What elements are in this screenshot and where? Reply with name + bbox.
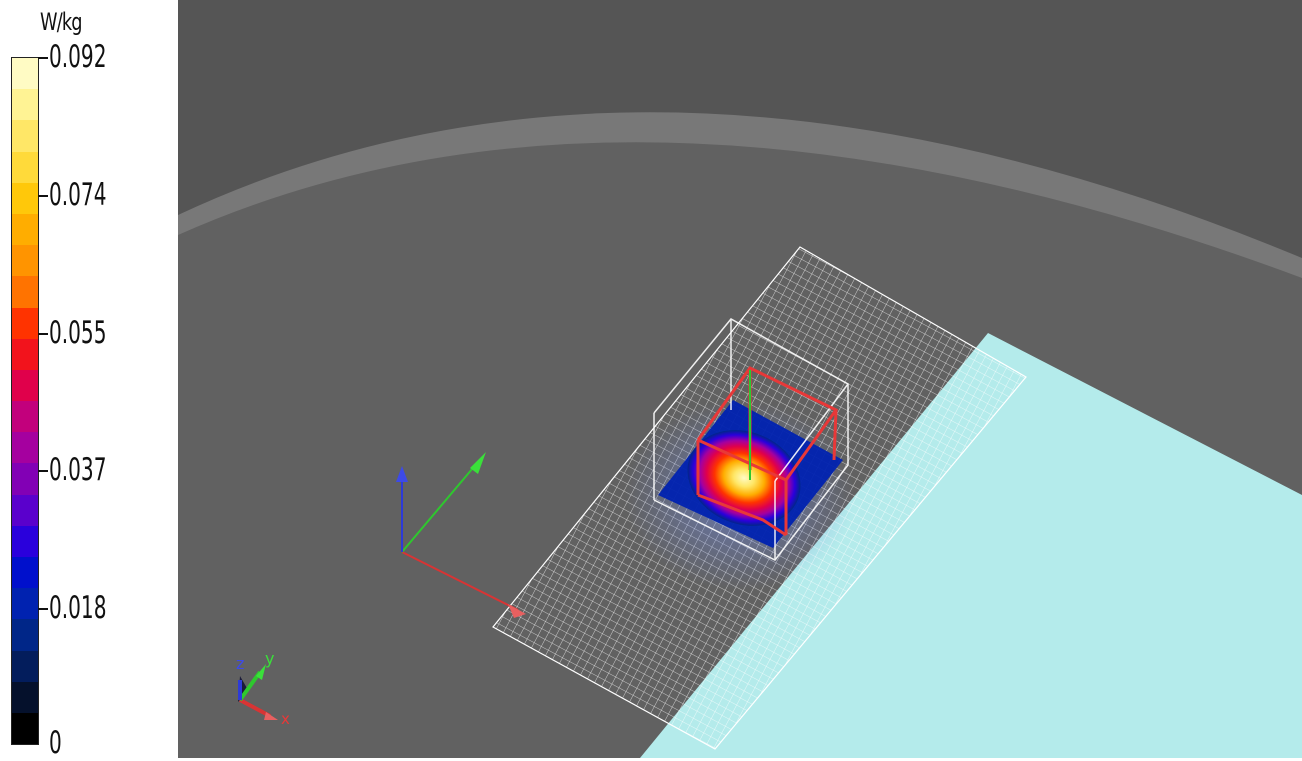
color-scale-segment (12, 369, 38, 402)
color-scale-bar (11, 57, 39, 745)
color-scale-segment (12, 557, 38, 589)
color-scale-segment (12, 245, 38, 277)
legend-tick-label: 0.074 (49, 177, 107, 213)
flat-plate (640, 333, 1302, 758)
legend-tick-label-min: 0 (49, 725, 62, 761)
color-scale-segment (12, 401, 38, 433)
color-scale-segment (12, 432, 38, 464)
legend-tick-label: 0.055 (49, 315, 107, 351)
legend-tick (38, 470, 48, 472)
color-scale-segment (12, 120, 38, 152)
3d-viewport[interactable]: z y x (178, 0, 1302, 758)
legend-unit-label: W/kg (40, 8, 83, 36)
color-scale-segment (12, 182, 38, 214)
axis-z-arrowhead (396, 466, 408, 482)
color-scale-segment (12, 307, 38, 339)
color-scale-segment (12, 89, 38, 121)
axis-x (401, 551, 519, 611)
legend-tick (38, 57, 48, 59)
color-scale-segment (12, 525, 38, 557)
triad-label-x: x (281, 710, 290, 728)
color-scale-segment (12, 588, 38, 620)
triad-label-z: z (236, 654, 244, 673)
legend-tick-label-max: 0.092 (49, 39, 107, 75)
legend-tick-label: 0.018 (49, 590, 107, 626)
color-scale-segment (12, 619, 38, 651)
orientation-triad: z y x (236, 649, 290, 728)
axis-y-arrowhead (470, 452, 486, 474)
color-scale-segment (12, 650, 38, 682)
legend-tick (38, 608, 48, 610)
color-scale-segment (12, 494, 38, 526)
color-scale-segment (12, 58, 38, 90)
triad-label-y: y (265, 649, 274, 668)
legend-tick (38, 333, 48, 335)
legend-tick-label: 0.037 (49, 452, 107, 488)
color-scale-segment (12, 681, 38, 713)
color-scale-segment (12, 151, 38, 183)
color-scale-segment (12, 338, 38, 370)
color-scale-segment (12, 463, 38, 495)
color-scale-segment (12, 712, 38, 745)
axis-y (401, 461, 479, 553)
sar-color-legend: W/kg 0.092 0.074 0.055 0.037 0.018 0 (0, 0, 178, 761)
color-scale-segment (12, 213, 38, 246)
coordinate-axes (396, 452, 526, 618)
color-scale-segment (12, 276, 38, 308)
legend-tick (38, 195, 48, 197)
axis-x-arrowhead (508, 604, 526, 618)
